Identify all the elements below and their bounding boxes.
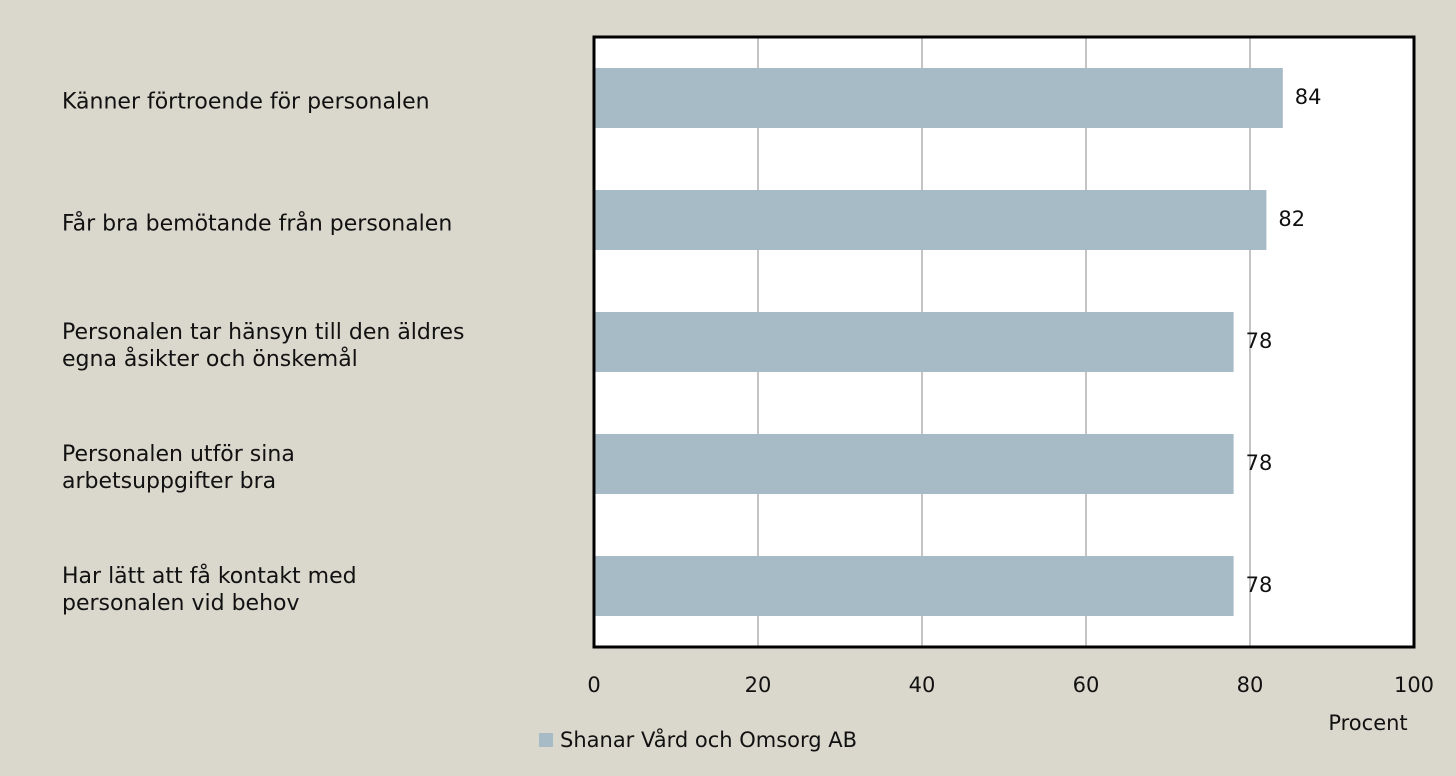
- legend-label: Shanar Vård och Omsorg AB: [560, 727, 857, 752]
- bar: [594, 68, 1283, 128]
- bar: [594, 190, 1267, 250]
- x-tick-label: 100: [1394, 673, 1434, 697]
- bar: [594, 312, 1234, 372]
- y-tick-label: Känner förtroende för personalen: [62, 89, 430, 115]
- legend-swatch: [539, 733, 553, 747]
- y-tick-label: Har lätt att få kontakt med personalen v…: [62, 564, 357, 616]
- plot-border: [592, 35, 1416, 649]
- y-tick-label: Personalen utför sina arbetsuppgifter br…: [62, 442, 295, 494]
- bar: [594, 434, 1234, 494]
- x-tick-label: 20: [745, 673, 772, 697]
- y-tick-label: Personalen tar hänsyn till den äldres eg…: [62, 320, 465, 372]
- x-tick-label: 0: [587, 673, 600, 697]
- value-label: 78: [1246, 329, 1273, 353]
- x-tick-label: 40: [909, 673, 936, 697]
- value-label: 84: [1295, 85, 1322, 109]
- value-label: 78: [1246, 451, 1273, 475]
- x-axis-title: Procent: [1328, 711, 1407, 735]
- y-tick-label: Får bra bemötande från personalen: [62, 211, 453, 237]
- bar: [594, 556, 1234, 616]
- value-label: 78: [1246, 573, 1273, 597]
- x-tick-label: 60: [1073, 673, 1100, 697]
- x-tick-label: 80: [1237, 673, 1264, 697]
- value-label: 82: [1278, 207, 1305, 231]
